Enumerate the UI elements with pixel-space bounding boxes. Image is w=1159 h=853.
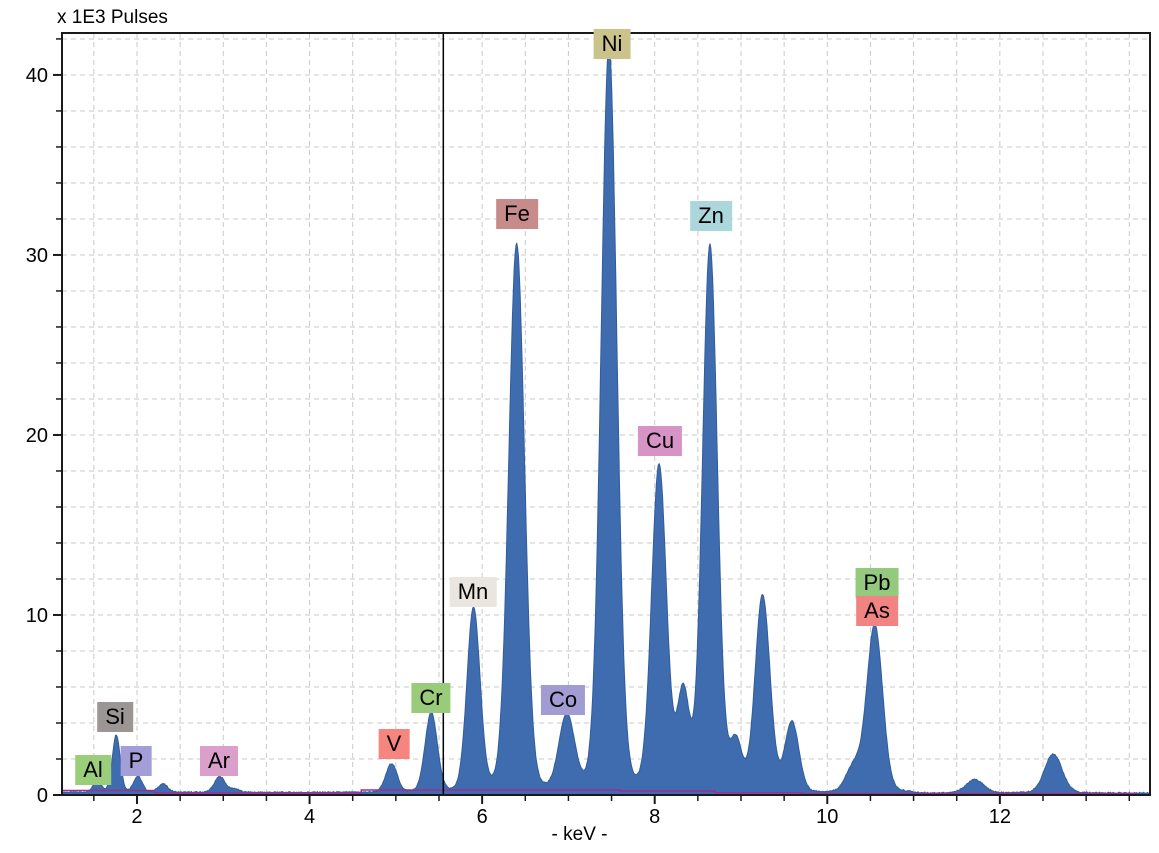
x-tick-label: 2 [131, 806, 142, 828]
y-axis-title: x 1E3 Pulses [57, 7, 168, 28]
y-tick-label: 0 [37, 785, 48, 807]
fit-baseline-line [62, 789, 1138, 795]
y-tick-label: 30 [26, 245, 48, 267]
element-label-cu: Cu [637, 426, 683, 456]
y-tick-label: 10 [26, 605, 48, 627]
y-tick-label: 20 [26, 425, 48, 447]
element-label-al: Al [75, 755, 111, 785]
element-label-mn: Mn [449, 577, 497, 607]
element-label-fe: Fe [496, 199, 538, 229]
element-label-zn: Zn [690, 201, 732, 231]
element-label-as: As [856, 596, 898, 626]
element-label-ni: Ni [593, 29, 631, 59]
x-tick-label: 10 [816, 806, 838, 828]
element-label-p: P [120, 746, 152, 776]
element-label-v: V [378, 729, 410, 759]
spectrum-area [61, 46, 1151, 796]
x-tick-label: 4 [304, 806, 315, 828]
element-label-cr: Cr [411, 683, 451, 713]
element-label-co: Co [540, 685, 586, 715]
x-tick-label: 8 [649, 806, 660, 828]
x-tick-label: 6 [477, 806, 488, 828]
element-label-pb: Pb [855, 568, 899, 598]
x-tick-label: 12 [989, 806, 1011, 828]
element-label-ar: Ar [200, 746, 238, 776]
element-label-si: Si [97, 702, 133, 732]
x-axis-title: - keV - [551, 824, 608, 845]
y-tick-label: 40 [26, 65, 48, 87]
